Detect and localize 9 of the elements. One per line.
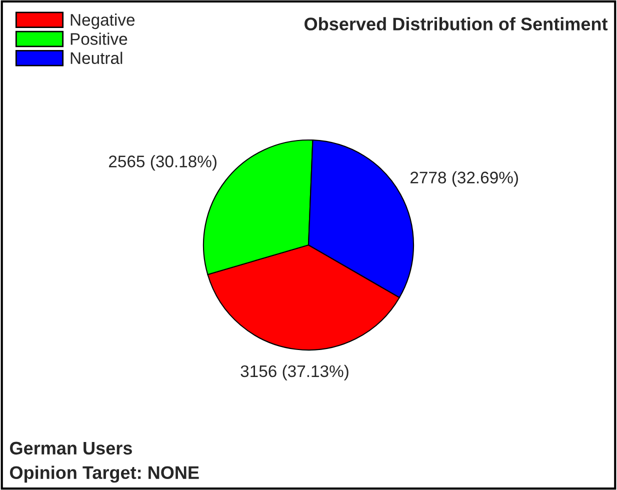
text: German Users	[10, 442, 132, 455]
legend-label: Negative	[70, 14, 135, 30]
legend-label: Neutral	[70, 52, 122, 64]
legend-label: Positive	[70, 32, 128, 45]
data-label: 3156 (37.13%)	[240, 364, 348, 380]
data-label: 2778 (32.69%)	[410, 171, 518, 187]
text: Opinion Target: NONE	[10, 466, 199, 483]
chart-title: Observed Distribution of Sentiment	[304, 17, 608, 30]
data-label: 2565 (30.18%)	[109, 155, 216, 171]
